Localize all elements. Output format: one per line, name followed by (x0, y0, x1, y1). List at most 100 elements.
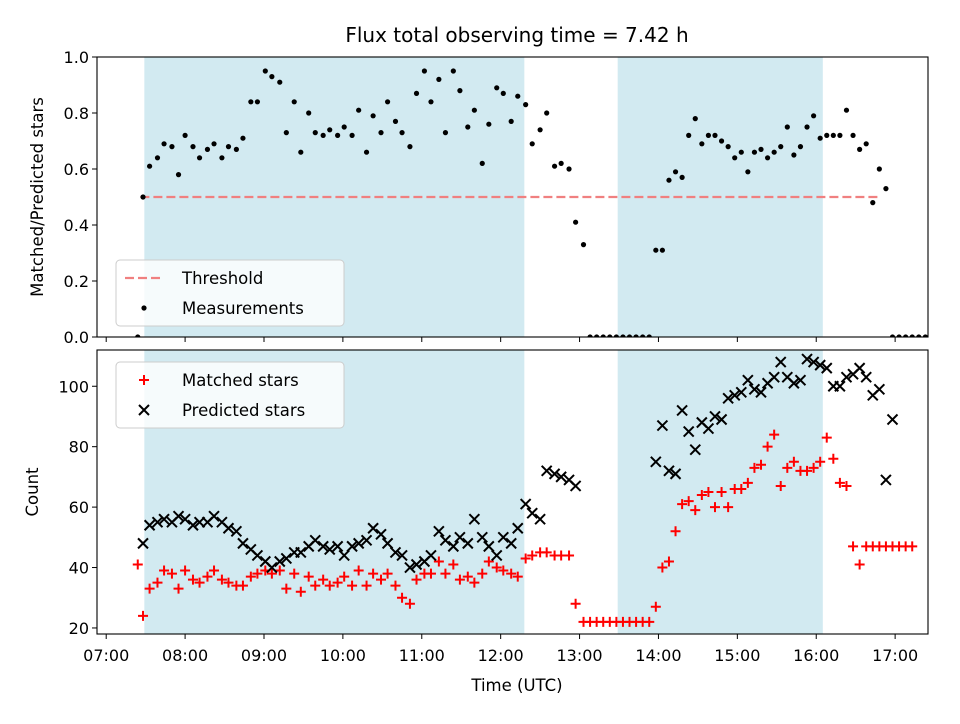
predicted-star-marker (410, 558, 423, 571)
measurement-point (196, 155, 203, 161)
matched-star-marker (742, 477, 753, 488)
predicted-star-marker (669, 468, 682, 480)
predicted-star-marker (266, 561, 278, 574)
matched-star-marker (828, 453, 839, 464)
matched-star-marker (907, 541, 918, 552)
predicted-star-marker (512, 522, 524, 534)
matched-star-marker (324, 580, 335, 591)
measurement-point (600, 334, 606, 337)
predicted-star-marker (137, 537, 149, 550)
x-tick-label: 10:00 (320, 646, 366, 665)
measurement-point (916, 334, 922, 337)
predicted-star-marker (519, 498, 532, 510)
measurement-point (523, 102, 529, 108)
legend-label: Threshold (181, 269, 263, 288)
matched-star-marker (690, 505, 701, 516)
measurement-point (465, 124, 471, 130)
measurement-point (190, 144, 196, 150)
measurement-point (725, 144, 731, 150)
legend-label: Predicted stars (182, 401, 305, 420)
predicted-star-marker (381, 537, 394, 550)
matched-star-marker (769, 429, 780, 440)
measurement-point (240, 135, 246, 141)
measurement-point (135, 334, 141, 337)
matched-star-marker (353, 565, 364, 576)
matched-star-marker (696, 490, 707, 501)
y-tick-label: 0.0 (64, 328, 89, 347)
measurement-point (797, 144, 804, 150)
measurement-point (551, 163, 558, 169)
predicted-star-marker (317, 540, 329, 553)
x-axis-label: Time (UTC) (470, 676, 562, 695)
measurement-point (494, 85, 500, 91)
x-tick-label: 16:00 (793, 646, 839, 665)
y-tick-label: 0.8 (64, 104, 89, 123)
measurement-point (778, 144, 784, 150)
measurement-point (413, 90, 420, 96)
y-tick-label: 40 (69, 559, 89, 578)
measurement-point (751, 149, 758, 155)
measurement-point (686, 132, 692, 138)
predicted-star-marker (251, 549, 264, 562)
axes-frame (96, 349, 929, 635)
predicted-star-marker (375, 528, 387, 541)
ratio-panel: 0.0 0.2 0.4 0.6 0.8 1.0 Threshold Measurements (64, 48, 929, 347)
measurement-point (457, 88, 463, 94)
predicted-star-marker (768, 371, 780, 383)
measurement-point (175, 172, 182, 178)
predicted-star-marker (222, 522, 235, 534)
matched-star-marker (382, 568, 393, 579)
predicted-star-marker (873, 383, 886, 395)
predicted-star-marker (360, 534, 373, 547)
matched-star-marker (657, 562, 668, 573)
predicted-star-marker (801, 353, 813, 365)
matched-star-marker (361, 580, 372, 591)
predicted-star-marker (367, 522, 379, 534)
matched-star-marker (491, 562, 502, 573)
matched-star-marker (564, 550, 575, 561)
measurement-point (335, 132, 341, 138)
matched-star-marker (180, 565, 191, 576)
matched-star-marker (749, 462, 760, 473)
matched-star-marker (498, 565, 509, 576)
predicted-star-marker (840, 371, 853, 383)
matched-star-marker (332, 577, 343, 588)
measurement-point (817, 135, 823, 141)
predicted-star-marker (331, 540, 344, 553)
matched-star-marker (644, 616, 655, 627)
matched-star-marker (512, 571, 523, 582)
measurement-point (587, 334, 593, 337)
measurement-point (896, 334, 902, 337)
measurement-point (356, 107, 362, 113)
legend-predicted-swatch (138, 404, 150, 416)
measurement-point (646, 334, 652, 337)
matched-star-marker (390, 580, 401, 591)
matched-star-marker (237, 580, 248, 591)
measurement-point (850, 132, 856, 138)
matched-star-marker (159, 565, 170, 576)
matched-star-marker (425, 568, 436, 579)
predicted-star-marker (880, 474, 892, 486)
predicted-star-marker (230, 525, 243, 537)
measurement-point (758, 146, 764, 152)
measurement-point (811, 113, 817, 119)
matched-star-marker (454, 574, 465, 585)
x-tick-label: 15:00 (714, 646, 760, 665)
measurement-point (903, 334, 909, 337)
measurement-point (341, 124, 347, 130)
predicted-star-marker (158, 513, 170, 525)
predicted-star-marker (794, 374, 807, 386)
predicted-star-marker (280, 552, 293, 565)
predicted-star-marker (309, 534, 321, 547)
matched-star-marker (173, 583, 184, 594)
matched-star-marker (782, 462, 793, 473)
matched-star-marker (462, 571, 473, 582)
predicted-star-marker (814, 359, 826, 371)
predicted-star-marker (834, 380, 846, 392)
measurement-point (500, 90, 506, 96)
matched-star-marker (187, 574, 198, 585)
measurement-point (283, 130, 289, 136)
axes-frame (96, 56, 929, 338)
chart-title: Flux total observing time = 7.42 h (345, 23, 688, 47)
matched-star-marker (440, 568, 451, 579)
